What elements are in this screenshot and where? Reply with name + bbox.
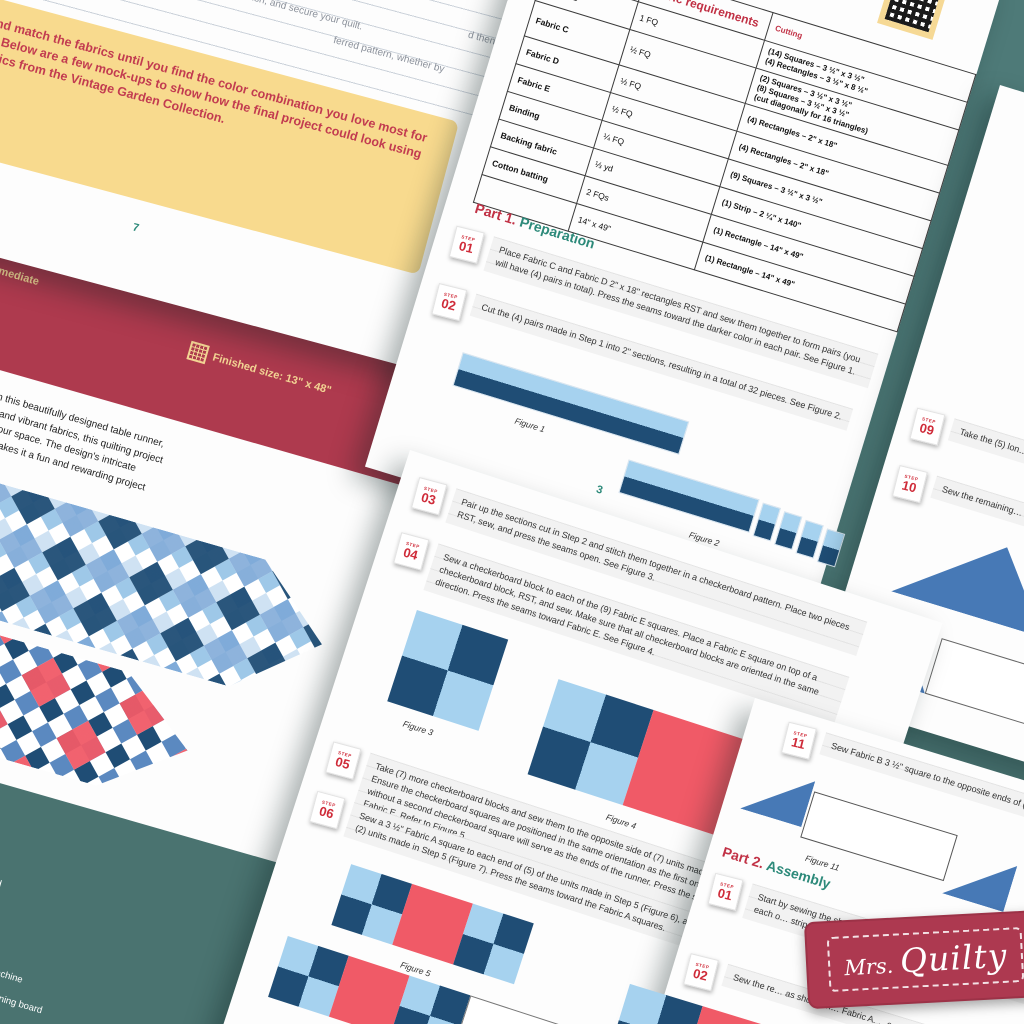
mrs-quilty-logo: Mrs. Quilty (803, 909, 1024, 1010)
step-badge: STEP 02 (683, 953, 719, 992)
step-badge: STEP 06 (309, 790, 346, 830)
page-number: 7 (131, 221, 141, 235)
mrs-quilty-logo-stitch-border: Mrs. Quilty (826, 926, 1024, 993)
figure-caption: Figure 1 (513, 415, 547, 435)
step-badge: STEP 11 (780, 721, 817, 760)
figure-3-checkerboard (387, 609, 509, 731)
fabric-a-square (450, 995, 566, 1024)
note-fragment: d then (466, 29, 497, 48)
triangle-figure (942, 847, 1017, 912)
step-badge: STEP 09 (909, 407, 946, 446)
qr-code (877, 0, 950, 40)
step-number: 04 (401, 544, 420, 563)
step-badge: STEP 05 (325, 741, 362, 780)
figure-4-block (527, 679, 749, 837)
step-badge: STEP 10 (891, 465, 928, 504)
panel-text-fragment: erwise stated (0, 864, 3, 891)
triangle-figure (740, 763, 815, 828)
figure-caption: Figure 4 (604, 811, 638, 832)
step-badge: STEP 01 (707, 872, 744, 911)
part2-label: Part 2. (720, 843, 767, 872)
step-number: 01 (716, 885, 734, 904)
step-number: 09 (917, 420, 936, 439)
step-number: 01 (457, 238, 476, 257)
page-number: 3 (594, 483, 605, 497)
step-number: 02 (691, 965, 710, 984)
finished-size-label: Finished size: 13" x 48" (211, 350, 333, 397)
figure-caption: Figure 3 (401, 718, 435, 738)
logo-name: Quilty (899, 935, 1009, 981)
tool-label: Sewing machine (0, 956, 24, 986)
note-fragment: ferred pattern, whether by (332, 34, 446, 76)
step-number: 10 (900, 477, 919, 496)
finished-size-group: Finished size: 13" x 48" (186, 340, 333, 400)
step-number: 05 (333, 753, 352, 773)
step-badge: STEP 04 (393, 532, 430, 571)
step-number: 03 (419, 489, 438, 508)
tool-item: Sewing machine (0, 951, 24, 986)
quilt-grid-icon (186, 340, 210, 365)
note-fragment: wish, and secure your quilt. (243, 0, 364, 33)
step-badge: STEP 01 (448, 225, 485, 264)
step-number: 02 (439, 295, 458, 314)
fabric-a-piece (924, 638, 1024, 729)
step-badge: STEP 02 (431, 283, 468, 322)
step-badge: STEP 03 (411, 476, 448, 516)
strip-piece (618, 459, 760, 533)
tool-label: Pins or clips (0, 1004, 1, 1024)
step-number: 06 (317, 803, 336, 822)
logo-prefix: Mrs. (843, 953, 894, 981)
step-number: 11 (789, 734, 807, 753)
tool-label: Iron and ironing board (0, 980, 44, 1017)
step-text: Sew the remaining… seams toward Fabric… (930, 475, 1024, 556)
